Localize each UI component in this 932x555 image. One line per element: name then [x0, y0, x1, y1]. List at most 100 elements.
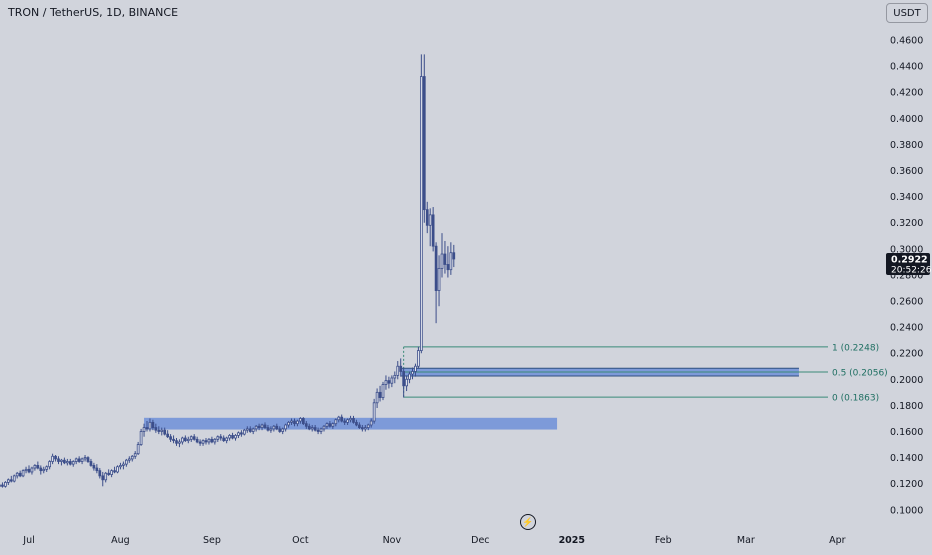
y-tick-label: 0.2200 [890, 349, 923, 360]
candle-body [93, 465, 95, 468]
candle-body [420, 77, 422, 351]
candle [49, 460, 51, 469]
candle [447, 246, 449, 277]
y-tick-label: 0.1400 [890, 453, 923, 464]
candle-body [155, 428, 157, 431]
candle-body [43, 469, 45, 470]
candle [379, 386, 381, 402]
candle [28, 465, 30, 473]
candle [420, 54, 422, 353]
x-tick-label: Dec [471, 535, 489, 546]
x-tick-label: Jul [22, 535, 34, 546]
candle-body [261, 425, 263, 428]
candle-body [158, 430, 160, 431]
candle-body [356, 422, 358, 425]
candle-body [25, 469, 27, 470]
candle [320, 428, 322, 435]
candle-body [450, 253, 452, 270]
candle-body [10, 480, 12, 481]
candle-body [358, 425, 360, 428]
candle-body [58, 459, 60, 462]
y-tick-label: 0.1800 [890, 401, 923, 412]
candle-body [243, 430, 245, 434]
candle [426, 202, 428, 233]
lightning-icon[interactable]: ⚡ [520, 514, 536, 530]
candle-body [299, 418, 301, 421]
y-tick-label: 0.2400 [890, 323, 923, 334]
candle [125, 459, 127, 467]
candle-body [240, 433, 242, 434]
candle [1, 482, 3, 487]
candle [55, 455, 57, 462]
candle [285, 424, 287, 432]
candle-body [282, 429, 284, 432]
candle-body [353, 418, 355, 422]
candle [255, 425, 257, 432]
candle [184, 435, 186, 442]
candle-body [146, 428, 148, 429]
candle [102, 472, 104, 486]
candle-body [217, 437, 219, 440]
x-tick-label: Feb [655, 535, 672, 546]
y-axis[interactable]: 0.46000.44000.42000.40000.38000.36000.34… [890, 36, 923, 517]
y-tick-label: 0.2000 [890, 375, 923, 386]
candle [114, 467, 116, 474]
candle-body [190, 437, 192, 440]
candle-body [341, 417, 343, 421]
candle [211, 437, 213, 444]
candle [37, 462, 39, 470]
price-tag-value: 0.2922 [891, 254, 928, 265]
candle-body [397, 366, 399, 375]
candle-body [149, 422, 151, 429]
candle-body [181, 438, 183, 442]
candle-body [361, 428, 363, 429]
candle-body [367, 425, 369, 428]
candle [391, 375, 393, 387]
candle [323, 425, 325, 432]
x-tick-label: Mar [737, 535, 755, 546]
candle-body [131, 456, 133, 459]
candle-body [164, 430, 166, 434]
candle [453, 245, 455, 267]
candle [435, 242, 437, 323]
candle [10, 476, 12, 483]
candle-body [96, 468, 98, 471]
candle [202, 439, 204, 446]
candle-body [111, 471, 113, 475]
candle-body [202, 441, 204, 444]
candle-body [246, 429, 248, 430]
candle-body [329, 424, 331, 427]
candle-body [314, 428, 316, 431]
symbol-title[interactable]: TRON / TetherUS, 1D, BINANCE [8, 6, 178, 19]
candle-body [55, 456, 57, 459]
candle-body [364, 428, 366, 429]
candle [214, 438, 216, 445]
candle [22, 469, 24, 477]
candle-body [229, 435, 231, 438]
candle-body [102, 476, 104, 480]
currency-button[interactable]: USDT [886, 3, 928, 23]
candle-body [105, 473, 107, 480]
candle-body [288, 422, 290, 425]
candle-body [184, 438, 186, 441]
candle-body [347, 420, 349, 423]
candle [382, 382, 384, 400]
candle-body [22, 471, 24, 476]
candle-body [161, 430, 163, 431]
fib-label-1: 0.5 (0.2056) [832, 368, 888, 378]
candle [423, 54, 425, 222]
candle-body [320, 429, 322, 432]
candle [450, 242, 452, 275]
candle-body [415, 366, 417, 371]
candle [353, 416, 355, 424]
x-tick-label: Sep [203, 535, 221, 546]
candle [217, 435, 219, 442]
candle-body [438, 268, 440, 290]
candle [93, 463, 95, 471]
candle-body [279, 429, 281, 432]
candle-body [344, 421, 346, 422]
candle-body [81, 459, 83, 462]
